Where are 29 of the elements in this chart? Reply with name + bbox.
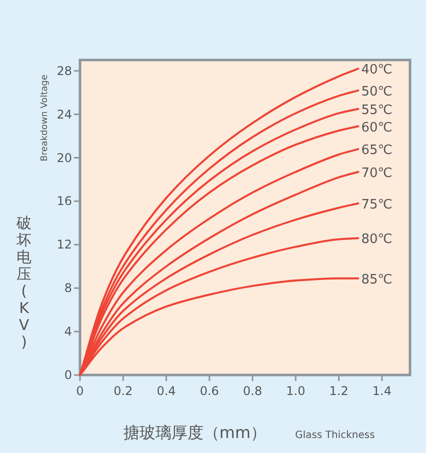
x-tick-label: 0.2	[114, 384, 133, 398]
series-label: 75℃	[361, 197, 392, 212]
series-label: 60℃	[361, 120, 392, 136]
y-tick-label: 28	[56, 64, 72, 78]
series-label: 55℃	[361, 102, 392, 118]
y-tick-label: 16	[56, 194, 72, 208]
x-tick-label: 1.2	[329, 384, 348, 398]
y-tick-label: 4	[64, 324, 72, 339]
y-axis-title: 破坏电压(KV)	[16, 214, 32, 351]
series-label: 40℃	[361, 62, 392, 78]
series-label: 65℃	[361, 143, 392, 158]
y-tick-label: 0	[64, 368, 72, 382]
series-label: 80℃	[361, 232, 392, 248]
x-tick-label: 1.0	[286, 384, 306, 398]
x-tick-label: 0.4	[156, 384, 176, 398]
series-label: 85℃	[361, 272, 392, 288]
y-tick-label: 8	[64, 281, 72, 296]
x-tick-label: 0.6	[200, 384, 219, 398]
y-tick-label: 24	[56, 107, 72, 122]
series-label: 70℃	[361, 166, 392, 181]
x-tick-label: 1.4	[372, 384, 392, 398]
text: Breakdown Voltage	[40, 74, 50, 162]
series-label: 50℃	[361, 84, 392, 100]
y-tick-label: 12	[56, 238, 72, 252]
x-tick-label: 0.8	[243, 384, 262, 398]
text: Glass Thickness	[295, 430, 375, 441]
x-tick-label: 0	[76, 384, 84, 398]
x-axis-title: 搪玻璃厚度（mm）	[123, 423, 267, 442]
y-tick-label: 20	[56, 150, 72, 165]
